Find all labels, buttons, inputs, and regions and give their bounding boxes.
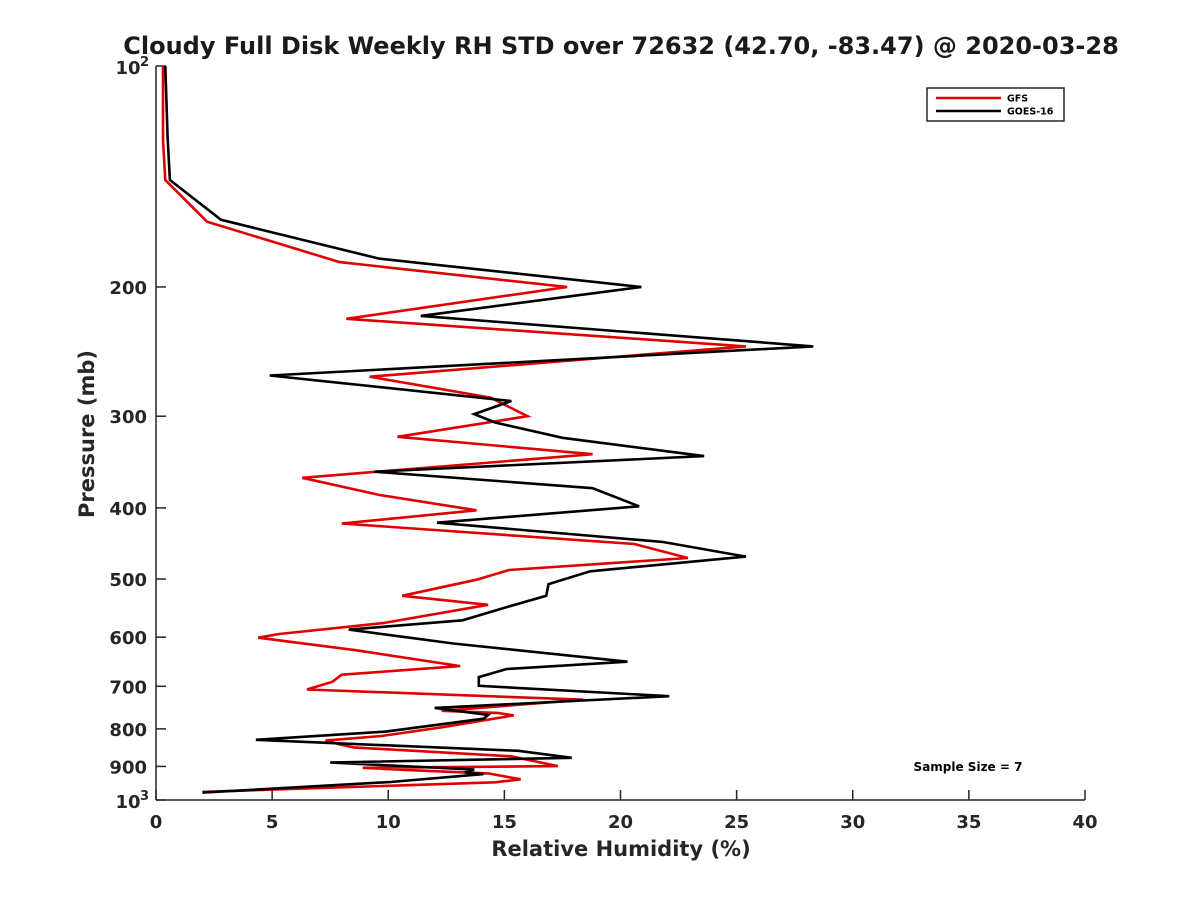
legend-label: GOES-16 <box>1007 107 1054 118</box>
x-tick-label: 0 <box>150 812 163 833</box>
x-tick-label: 40 <box>1072 812 1097 833</box>
legend: GFS GOES-16 <box>926 87 1065 122</box>
x-tick-label: 10 <box>376 812 401 833</box>
y-tick-label: 10 <box>115 792 140 813</box>
x-tick-label: 30 <box>840 812 865 833</box>
y-tick-label: 200 <box>109 278 147 299</box>
y-tick-label: 800 <box>109 720 147 741</box>
series-line-gfs <box>161 66 747 794</box>
y-tick-label: 10 <box>115 58 140 79</box>
y-tick-label: 300 <box>109 407 147 428</box>
chart-title: Cloudy Full Disk Weekly RH STD over 7263… <box>123 32 1119 60</box>
y-tick-label: 700 <box>109 677 147 698</box>
y-tick-label: 900 <box>109 757 147 778</box>
sample-size-annotation: Sample Size = 7 <box>914 760 1023 774</box>
y-axis-label: Pressure (mb) <box>75 350 99 518</box>
x-tick-label: 15 <box>492 812 517 833</box>
legend-box <box>926 87 1065 122</box>
x-tick-label: 25 <box>724 812 749 833</box>
x-tick-label: 20 <box>608 812 633 833</box>
y-tick-label: 600 <box>109 628 147 649</box>
series-line-goes-16 <box>164 65 814 794</box>
legend-label: GFS <box>1007 94 1028 105</box>
y-tick-exponent: 2 <box>140 55 149 70</box>
x-tick-label: 5 <box>266 812 279 833</box>
y-tick-exponent: 3 <box>140 789 149 804</box>
y-tick-label: 400 <box>109 499 147 520</box>
y-tick-label: 500 <box>109 570 147 591</box>
x-axis-label: Relative Humidity (%) <box>491 837 750 861</box>
x-tick-label: 35 <box>956 812 981 833</box>
